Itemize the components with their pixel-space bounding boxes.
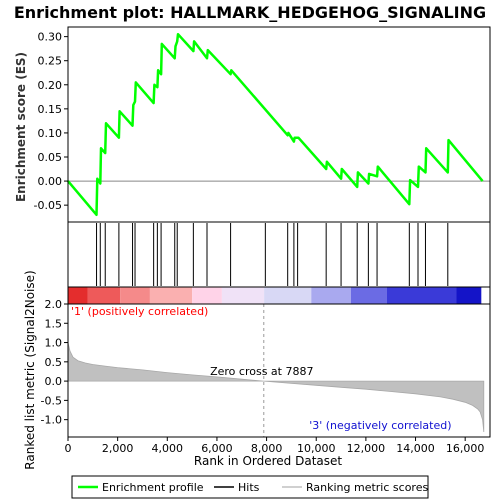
- x-tick-label: 8,000: [251, 442, 283, 455]
- heat-bar-segment: [221, 287, 265, 304]
- es-y-tick-label: 0.00: [38, 175, 63, 188]
- legend: Enrichment profile Hits Ranking metric sco…: [71, 475, 429, 499]
- x-tick-label: 16,000: [446, 442, 485, 455]
- es-y-axis-label: Enrichment score (ES): [14, 52, 28, 202]
- zero-cross-label: Zero cross at 7887: [210, 365, 313, 378]
- metric-y-tick-label: -0.5: [41, 394, 62, 407]
- negative-correlation-label: '3' (negatively correlated): [309, 419, 451, 432]
- metric-y-tick-label: 0.5: [45, 356, 63, 369]
- heat-bar-segment: [311, 287, 351, 304]
- metric-y-tick-label: 0.0: [45, 375, 63, 388]
- legend-label: Hits: [238, 481, 260, 494]
- es-panel: -0.05 0.00 0.05 0.10 0.15 0.20 0.25 0.30: [34, 26, 491, 223]
- x-tick-label: 10,000: [297, 442, 336, 455]
- heat-bar: [67, 286, 491, 305]
- legend-label: Ranking metric scores: [306, 481, 428, 494]
- x-axis: 0 2,000 4,000 6,000 8,000 10,000 12,000 14,000 1…: [65, 437, 485, 455]
- es-y-tick-label: -0.05: [34, 199, 62, 212]
- heat-bar-segment: [350, 287, 387, 304]
- es-y-tick-label: 0.25: [38, 55, 63, 68]
- chart-title: Enrichment plot: HALLMARK_HEDGEHOG_SIGNA…: [14, 3, 486, 22]
- legend-label: Enrichment profile: [102, 481, 204, 494]
- es-y-tick-label: 0.05: [38, 151, 63, 164]
- metric-y-tick-label: 2.0: [45, 298, 63, 311]
- x-tick-label: 6,000: [201, 442, 233, 455]
- heat-bar-segment: [192, 287, 222, 304]
- legend-box: [71, 475, 429, 499]
- heat-bar-segment: [68, 287, 88, 304]
- heat-bar-segment: [120, 287, 150, 304]
- metric-panel: Zero cross at 7887 '1' (positively correl…: [41, 298, 491, 438]
- heat-bar-segment: [386, 287, 457, 304]
- ranking-metric-area: [67, 342, 485, 433]
- metric-y-tick-label: 1.0: [45, 337, 63, 350]
- x-tick-label: 0: [65, 442, 72, 455]
- es-y-tick-label: 0.30: [38, 31, 63, 44]
- x-tick-label: 12,000: [347, 442, 386, 455]
- heat-bar-segment: [149, 287, 193, 304]
- heat-bar-segment: [87, 287, 121, 304]
- heat-bar-segment: [456, 287, 482, 304]
- metric-y-tick-label: -1.0: [41, 414, 62, 427]
- metric-y-tick-label: 1.5: [45, 317, 63, 330]
- x-tick-label: 14,000: [396, 442, 435, 455]
- enrichment-profile-line: [67, 32, 484, 217]
- es-y-tick-label: 0.10: [38, 127, 63, 140]
- x-tick-label: 2,000: [102, 442, 134, 455]
- metric-y-axis-label: Ranked list metric (Signal2Noise): [23, 270, 37, 469]
- positive-correlation-label: '1' (positively correlated): [71, 305, 208, 318]
- hits-panel: [67, 221, 491, 288]
- hits-panel-frame: [67, 221, 491, 288]
- es-y-tick-label: 0.15: [38, 103, 63, 116]
- es-y-tick-label: 0.20: [38, 79, 63, 92]
- metric-panel-frame: [67, 303, 491, 438]
- x-tick-label: 4,000: [152, 442, 184, 455]
- heat-bar-segment: [264, 287, 312, 304]
- x-axis-label: Rank in Ordered Dataset: [194, 454, 342, 468]
